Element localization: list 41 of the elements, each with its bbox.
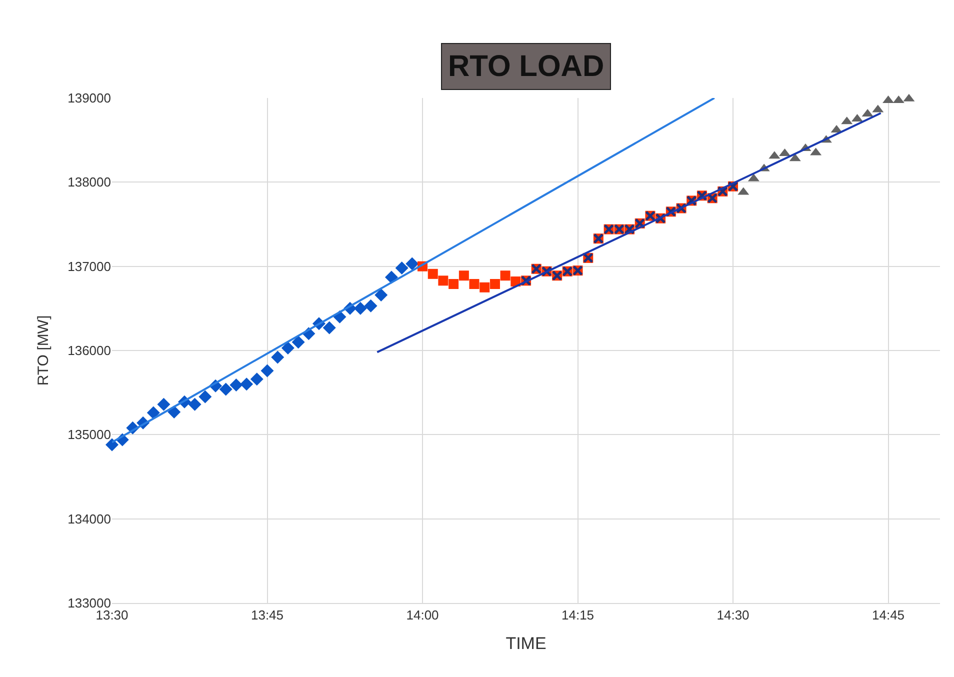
point [260,364,274,378]
point [374,288,388,302]
x-tick-label: 14:45 [872,608,905,623]
point [198,390,212,404]
point [364,299,378,312]
point [406,257,419,270]
point [146,406,160,420]
point [458,270,469,281]
point [428,268,438,279]
point [448,279,459,290]
point [250,372,264,386]
point [469,279,480,290]
point [188,398,202,411]
point [230,378,243,392]
x-tick-label: 13:45 [250,608,284,623]
y-tick-label: 138000 [68,174,111,190]
y-axis-title: RTO [MW] [34,315,52,386]
point [500,270,510,281]
point [271,350,284,364]
chart-title: RTO LOAD [448,50,604,83]
point [240,378,254,391]
y-tick-label: 137000 [68,258,111,274]
y-tick-label: 136000 [68,343,111,358]
point [292,336,305,349]
point [106,438,118,452]
point [354,302,367,315]
point [281,341,294,354]
point [219,382,232,396]
x-axis-title: TIME [506,634,546,653]
point [480,282,490,292]
x-tick-label: 14:15 [561,608,594,623]
x-tick-label: 14:00 [406,608,439,623]
x-tick-label: 14:30 [716,608,750,623]
point [157,398,170,411]
point [438,276,448,286]
point [322,321,336,334]
point [395,262,408,275]
y-tick-label: 134000 [68,511,111,526]
y-tick-label: 139000 [68,90,111,106]
y-tick-label: 135000 [68,427,111,442]
point [490,279,500,290]
